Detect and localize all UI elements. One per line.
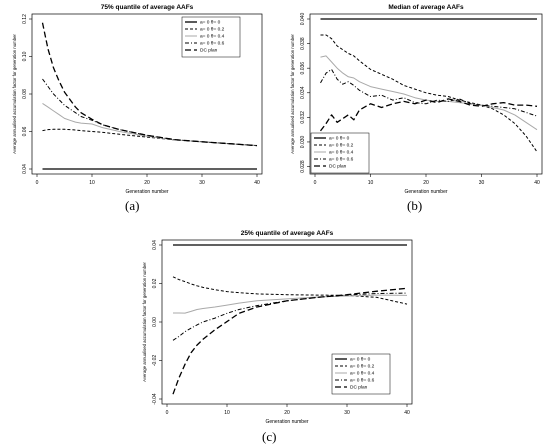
y-tick-label: 0.028 xyxy=(300,160,306,173)
y-tick-label: 0.04 xyxy=(22,164,28,174)
legend-label-4: a= 0 θ= 0.6 xyxy=(200,41,225,47)
caption-a: (a) xyxy=(125,198,140,213)
legend-label-2: a= 0 θ= 0.2 xyxy=(350,364,375,370)
y-tick-label: 0.04 xyxy=(152,240,158,250)
caption-c: (c) xyxy=(262,429,277,444)
y-tick-label: 0.08 xyxy=(22,89,28,99)
y-tick-label: 0.12 xyxy=(22,14,28,24)
y-tick-label: 0.032 xyxy=(300,111,306,124)
y-tick-label: 0.06 xyxy=(22,126,28,136)
y-axis-label: Average annualised accumulation factor f… xyxy=(142,262,147,382)
legend-label-1: a= 0 θ= 0 xyxy=(329,136,350,142)
legend-label-3: a= 0 θ= 0.4 xyxy=(350,371,375,377)
legend-label-4: a= 0 θ= 0.6 xyxy=(350,378,375,384)
chart-c: 25% quantile of average AAFs 0 10 20 30 40 Gen… xyxy=(142,230,413,425)
x-tick-label: 40 xyxy=(254,180,260,186)
series-line-5 xyxy=(172,287,408,395)
chart-title: 75% quantile of average AAFs xyxy=(101,4,194,11)
chart-b: Median of average AAFs 0 10 20 30 40 Generatio… xyxy=(290,4,543,195)
y-tick-label: 0.10 xyxy=(22,51,28,61)
x-tick-label: 40 xyxy=(534,180,540,186)
series-line-4 xyxy=(172,292,408,341)
y-tick-label: 0.02 xyxy=(152,278,158,288)
legend-label-4: a= 0 θ= 0.6 xyxy=(329,157,354,163)
legend-box xyxy=(181,16,241,58)
legend-label-2: a= 0 θ= 0.2 xyxy=(200,27,225,33)
chart-panel-b: Median of average AAFs 0 10 20 30 40 Generatio… xyxy=(278,0,550,213)
x-axis-label: Generation number xyxy=(265,419,308,425)
series-line-3 xyxy=(173,294,408,314)
legend-label-5: DC plan xyxy=(329,164,347,170)
x-tick-label: 20 xyxy=(284,410,290,416)
chart-title: 25% quantile of average AAFs xyxy=(241,230,334,237)
y-tick-label: -0.02 xyxy=(152,355,158,367)
x-tick-label: 0 xyxy=(166,410,169,416)
series-line-3 xyxy=(320,55,538,131)
legend-box xyxy=(331,353,391,395)
series-line-4 xyxy=(320,68,538,117)
series-line-3 xyxy=(42,102,258,147)
y-axis-label: Average annualised accumulation factor f… xyxy=(12,34,17,154)
x-tick-label: 20 xyxy=(144,180,150,186)
y-tick-label: 0.00 xyxy=(152,317,158,327)
y-tick-label: 0.030 xyxy=(300,135,306,148)
y-tick-label: 0.038 xyxy=(300,37,306,50)
x-axis-label: Generation number xyxy=(125,189,168,195)
series-line-2 xyxy=(320,34,538,153)
chart-title: Median of average AAFs xyxy=(388,4,464,11)
legend-label-1: a= 0 θ= 0 xyxy=(350,357,371,363)
legend-label-1: a= 0 θ= 0 xyxy=(200,20,221,26)
x-tick-label: 20 xyxy=(423,180,429,186)
series-line-2 xyxy=(172,276,408,305)
x-tick-label: 10 xyxy=(89,180,95,186)
caption-b: (b) xyxy=(407,198,423,213)
chart-panel-a: 75% quantile of average AAFs 0 10 20 30 40 Gen… xyxy=(0,0,270,213)
legend-label-5: DC plan xyxy=(200,48,218,54)
x-tick-label: 10 xyxy=(368,180,374,186)
x-tick-label: 10 xyxy=(224,410,230,416)
x-tick-label: 30 xyxy=(344,410,350,416)
legend-label-3: a= 0 θ= 0.4 xyxy=(200,34,225,40)
x-tick-label: 30 xyxy=(479,180,485,186)
series-line-5 xyxy=(319,98,538,132)
y-tick-label: 0.036 xyxy=(300,62,306,75)
y-tick-label: -0.04 xyxy=(152,393,158,405)
series-line-5 xyxy=(41,22,258,147)
x-tick-label: 0 xyxy=(314,180,317,186)
x-axis-label: Generation number xyxy=(404,189,447,195)
legend-label-3: a= 0 θ= 0.4 xyxy=(329,150,354,156)
x-tick-label: 0 xyxy=(36,180,39,186)
y-tick-label: 0.040 xyxy=(300,13,306,26)
chart-panel-c: 25% quantile of average AAFs 0 10 20 30 40 Gen… xyxy=(130,226,420,444)
y-axis-label: Average annualised accumulation factor f… xyxy=(290,34,295,154)
legend-box xyxy=(310,132,370,174)
legend-label-2: a= 0 θ= 0.2 xyxy=(329,143,354,149)
y-tick-label: 0.034 xyxy=(300,86,306,99)
x-tick-label: 30 xyxy=(199,180,205,186)
chart-a: 75% quantile of average AAFs 0 10 20 30 40 Gen… xyxy=(12,4,263,195)
x-tick-label: 40 xyxy=(404,410,410,416)
legend-label-5: DC plan xyxy=(350,385,368,391)
